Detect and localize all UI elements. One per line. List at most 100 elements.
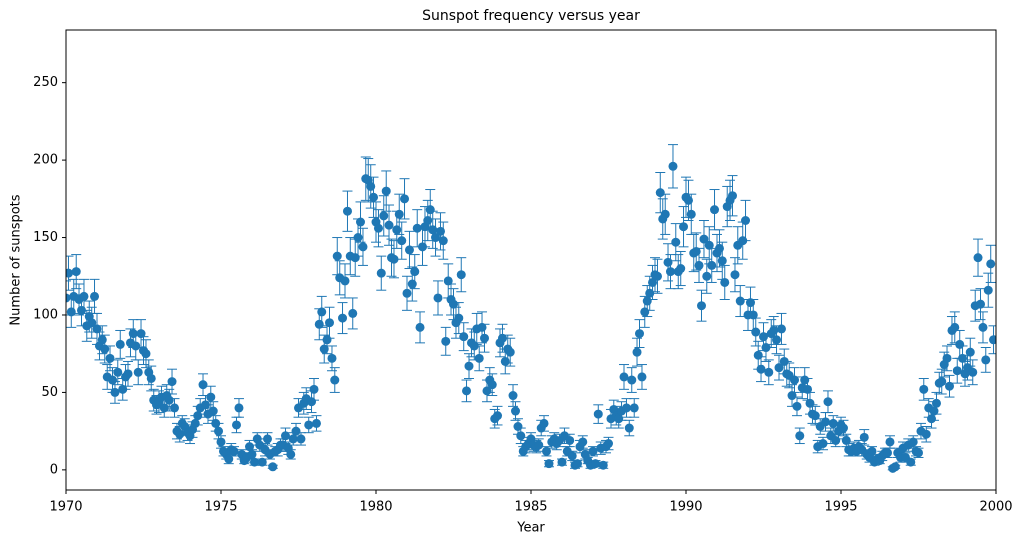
point [764, 367, 774, 377]
point [929, 406, 939, 416]
point [774, 363, 784, 373]
point [976, 299, 985, 309]
point [319, 344, 329, 354]
point [474, 353, 484, 363]
x-tick-label: 1975 [204, 500, 237, 515]
point [958, 353, 968, 363]
x-tick-label: 1990 [669, 500, 702, 515]
point [883, 448, 892, 458]
point [487, 380, 497, 390]
point [637, 372, 647, 382]
point [257, 457, 267, 467]
point [666, 267, 675, 277]
point [201, 400, 210, 410]
point [635, 329, 644, 339]
point [821, 417, 830, 427]
point [376, 268, 386, 278]
point [304, 420, 314, 430]
point [394, 209, 404, 219]
point [423, 216, 433, 226]
point [890, 462, 900, 472]
y-tick-label: 250 [33, 75, 58, 90]
point [772, 335, 782, 345]
point [167, 377, 177, 387]
point [322, 335, 332, 345]
point [245, 442, 255, 452]
point [741, 216, 751, 226]
point [332, 251, 342, 261]
point [655, 188, 665, 198]
point [356, 217, 365, 227]
point [792, 401, 802, 411]
point [779, 356, 789, 366]
point [981, 355, 991, 365]
point [511, 406, 520, 416]
point [206, 392, 216, 402]
point [389, 254, 399, 264]
point [710, 205, 720, 215]
point [77, 305, 86, 315]
point [730, 270, 740, 280]
point [480, 333, 489, 343]
point [118, 384, 128, 394]
point [756, 364, 766, 374]
point [175, 429, 185, 439]
point [87, 318, 97, 328]
point [648, 277, 658, 287]
point [704, 240, 714, 250]
point [224, 454, 234, 464]
point [505, 347, 515, 357]
point [379, 211, 389, 221]
point [707, 260, 717, 270]
point [342, 206, 352, 216]
point [640, 307, 650, 317]
point [534, 440, 544, 450]
point [415, 322, 425, 332]
point [593, 409, 603, 419]
point [539, 418, 549, 428]
point [652, 271, 662, 281]
point [358, 242, 368, 252]
point [776, 324, 786, 334]
point [110, 387, 120, 397]
point [350, 253, 360, 263]
point [945, 381, 954, 391]
point [330, 375, 340, 385]
y-tick-label: 100 [33, 307, 58, 322]
point [164, 395, 174, 405]
x-tick-label: 2000 [979, 500, 1012, 515]
point [642, 296, 652, 306]
point [627, 375, 637, 385]
point [919, 384, 929, 394]
point [908, 437, 918, 447]
point [327, 353, 337, 363]
x-axis-label: Year [516, 521, 545, 536]
point [443, 276, 453, 286]
y-axis-label: Number of sunspots [9, 194, 24, 325]
point [694, 260, 704, 270]
point [795, 431, 805, 441]
point [787, 391, 797, 401]
point [208, 406, 218, 416]
point [353, 233, 363, 243]
point [133, 367, 143, 377]
point [542, 446, 551, 456]
point [247, 449, 257, 459]
y-tick-label: 50 [41, 385, 58, 400]
point [325, 318, 334, 328]
point [66, 307, 76, 317]
point [714, 243, 724, 253]
point [738, 236, 748, 246]
point [598, 460, 608, 470]
point [159, 403, 169, 413]
point [702, 271, 712, 281]
point [921, 429, 931, 439]
point [989, 335, 996, 345]
point [249, 457, 259, 467]
point [686, 209, 696, 219]
point [493, 411, 503, 421]
point [373, 223, 383, 233]
plot-area [66, 144, 996, 473]
point [497, 333, 507, 343]
point [629, 403, 639, 413]
